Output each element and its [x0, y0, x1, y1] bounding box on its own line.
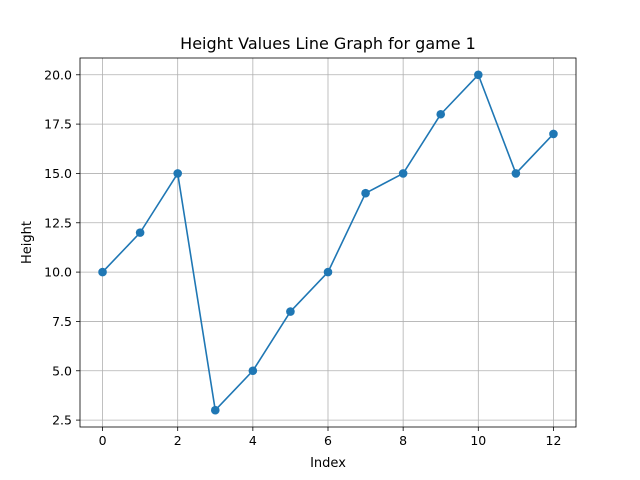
y-tick-label: 10.0: [44, 265, 72, 280]
data-point: [248, 366, 258, 376]
x-tick-label: 10: [470, 433, 486, 448]
series-layer: [98, 70, 558, 415]
data-point: [511, 169, 521, 178]
y-tick-label: 15.0: [44, 166, 72, 181]
data-point: [210, 405, 220, 415]
data-point: [361, 188, 370, 198]
y-tick-label: 7.5: [52, 314, 72, 329]
x-tick-label: 8: [399, 433, 407, 448]
x-tick-label: 0: [99, 433, 107, 448]
chart-title: Height Values Line Graph for game 1: [180, 34, 476, 53]
data-point: [398, 169, 408, 178]
y-tick-label: 17.5: [44, 117, 72, 132]
x-tick-label: 4: [249, 433, 257, 448]
y-tick-label: 5.0: [52, 363, 72, 378]
y-tick-label: 20.0: [44, 67, 72, 82]
data-point: [436, 109, 446, 119]
data-point: [474, 70, 483, 80]
x-axis-title: Index: [310, 456, 346, 471]
data-point: [173, 169, 182, 178]
data-point: [135, 228, 145, 237]
data-point: [286, 307, 295, 316]
x-tick-label: 12: [546, 433, 562, 448]
grid: [80, 58, 576, 427]
x-tick-label: 2: [174, 433, 182, 448]
data-point: [98, 267, 107, 277]
y-tick-label: 12.5: [44, 215, 72, 230]
x-tick-label: 6: [324, 433, 332, 448]
data-point: [323, 267, 333, 277]
y-tick-label: 2.5: [52, 413, 72, 428]
ticks: 0 2 4 6 8 10 12 2.5 5.0 7.5 10.0 12.5 15.0 17.5 20.0: [44, 67, 561, 448]
y-axis-title: Height: [20, 221, 35, 264]
data-point: [549, 129, 558, 139]
